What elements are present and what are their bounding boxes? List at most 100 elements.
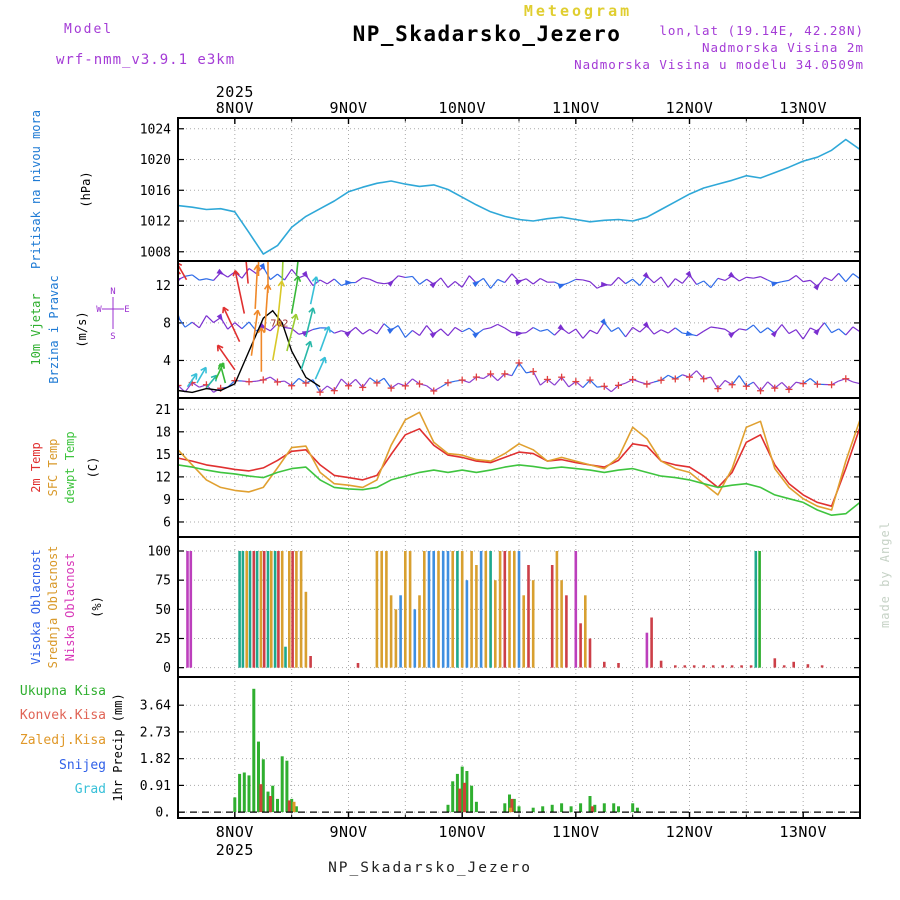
cloud-bar (252, 551, 256, 668)
precip-bar (290, 798, 294, 813)
precip-bar (292, 801, 296, 813)
cloud-bar (385, 551, 388, 668)
svg-text:10NOV: 10NOV (438, 823, 486, 841)
cloud-bar (773, 658, 777, 668)
cloud-bar (503, 551, 507, 668)
cloud-bar (375, 551, 379, 668)
cloud-bar (255, 551, 259, 668)
cloud-bar (531, 580, 535, 668)
cloud-bar (277, 551, 280, 668)
precip-bar (635, 807, 639, 813)
cloud-bar (555, 551, 559, 668)
lonlat-info: lon,lat (19.14E, 42.28N) (659, 23, 864, 38)
cloud-bar (460, 551, 464, 668)
cloud-bar (262, 551, 266, 668)
model-name: wrf-nmm_v3.9.1 e3km (56, 52, 236, 68)
temperature-line (178, 427, 860, 507)
cloud-bar (792, 661, 795, 668)
precip-bar (446, 804, 450, 813)
temperature-line (178, 464, 860, 516)
svg-text:(hPa): (hPa) (79, 171, 93, 207)
cloud-bar (304, 591, 308, 668)
precip-bar (247, 775, 251, 813)
pressure-plot-area (178, 138, 860, 255)
cloud-bar (479, 551, 483, 668)
cloud-plot-area (186, 551, 824, 668)
precip-bar (509, 807, 512, 813)
svg-text:75: 75 (155, 574, 171, 589)
cloud-bar (288, 551, 291, 668)
precip-bar (531, 807, 535, 813)
cloud-bar (437, 551, 440, 668)
svg-text:Zaledj.Kisa: Zaledj.Kisa (20, 733, 106, 748)
cloud-bar (574, 551, 578, 668)
svg-text:0.91: 0.91 (140, 779, 171, 794)
svg-text:2.73: 2.73 (140, 725, 171, 740)
cloud-bar (465, 580, 469, 668)
precip-bar (233, 797, 237, 813)
cloud-bar (645, 632, 649, 668)
cloud-bar (740, 665, 743, 668)
cloud-bar (498, 551, 502, 668)
svg-text:3.64: 3.64 (140, 699, 171, 714)
svg-text:9: 9 (163, 493, 171, 508)
svg-text:9NOV: 9NOV (329, 823, 367, 841)
cloud-bar (241, 551, 245, 668)
cloud-bar (394, 609, 398, 668)
precip-bar (590, 806, 594, 813)
cloud-bar (380, 551, 383, 668)
cloud-bar (441, 551, 445, 668)
cloud-bar (238, 551, 241, 668)
precip-bar (517, 806, 521, 813)
svg-text:12NOV: 12NOV (666, 99, 714, 117)
cloud-bar (273, 551, 277, 668)
svg-text:N: N (110, 287, 115, 297)
elevation-info: Nadmorska Visina 2m (702, 40, 864, 55)
precip-bar (463, 782, 466, 813)
svg-text:Snijeg: Snijeg (59, 758, 106, 773)
precip-bar (631, 803, 635, 813)
svg-text:S: S (110, 332, 115, 342)
svg-text:Srednja Oblacnost: Srednja Oblacnost (46, 546, 60, 669)
svg-text:E: E (124, 305, 129, 315)
svg-text:Konvek.Kisa: Konvek.Kisa (20, 708, 106, 723)
cloud-bar (560, 580, 563, 668)
wind-speed-line (178, 309, 321, 394)
svg-text:15: 15 (155, 448, 171, 463)
precip-bar (276, 798, 279, 813)
precip-bar (287, 800, 291, 813)
cloud-bar (588, 638, 592, 668)
cloud-bar (389, 595, 393, 668)
cloud-bar (399, 595, 402, 668)
cloud-bar (674, 665, 677, 668)
cloud-bar (280, 551, 284, 668)
page-title: NP_Skadarsko_Jezero (352, 22, 622, 46)
precip-panel: 0. 0.91 1.82 2.73 3.64 Ukupna Kisa Konvek.Kisa… (20, 676, 861, 821)
svg-text:1hr Precip (mm): 1hr Precip (mm) (111, 693, 125, 801)
meteogram-label: Meteogram (523, 2, 633, 20)
svg-text:21: 21 (155, 403, 171, 418)
cloud-bar (475, 565, 478, 668)
cloud-bar (295, 551, 298, 668)
cloud-bar (404, 551, 407, 668)
wind-panel: 4 8 12 702 N S W E 10m Vjetar Brzina i Pravac (m/s… (29, 260, 861, 399)
svg-text:11NOV: 11NOV (552, 823, 600, 841)
svg-text:9NOV: 9NOV (329, 99, 367, 117)
precip-bar (593, 804, 597, 813)
cloud-bar (484, 551, 488, 668)
cloud-bar (299, 551, 303, 668)
precip-bar (465, 771, 469, 813)
svg-text:1008: 1008 (140, 245, 171, 260)
cloud-bar (356, 663, 360, 668)
svg-text:10m Vjetar: 10m Vjetar (29, 293, 43, 365)
precip-bar (612, 803, 616, 813)
svg-text:6: 6 (163, 515, 171, 530)
temperature-plot-area (178, 411, 860, 516)
svg-text:1020: 1020 (140, 153, 171, 168)
cloud-bar (692, 665, 696, 668)
precip-bar (261, 759, 265, 813)
svg-text:25: 25 (155, 632, 171, 647)
model-label: Model (64, 22, 114, 37)
cloud-bar (508, 551, 511, 668)
